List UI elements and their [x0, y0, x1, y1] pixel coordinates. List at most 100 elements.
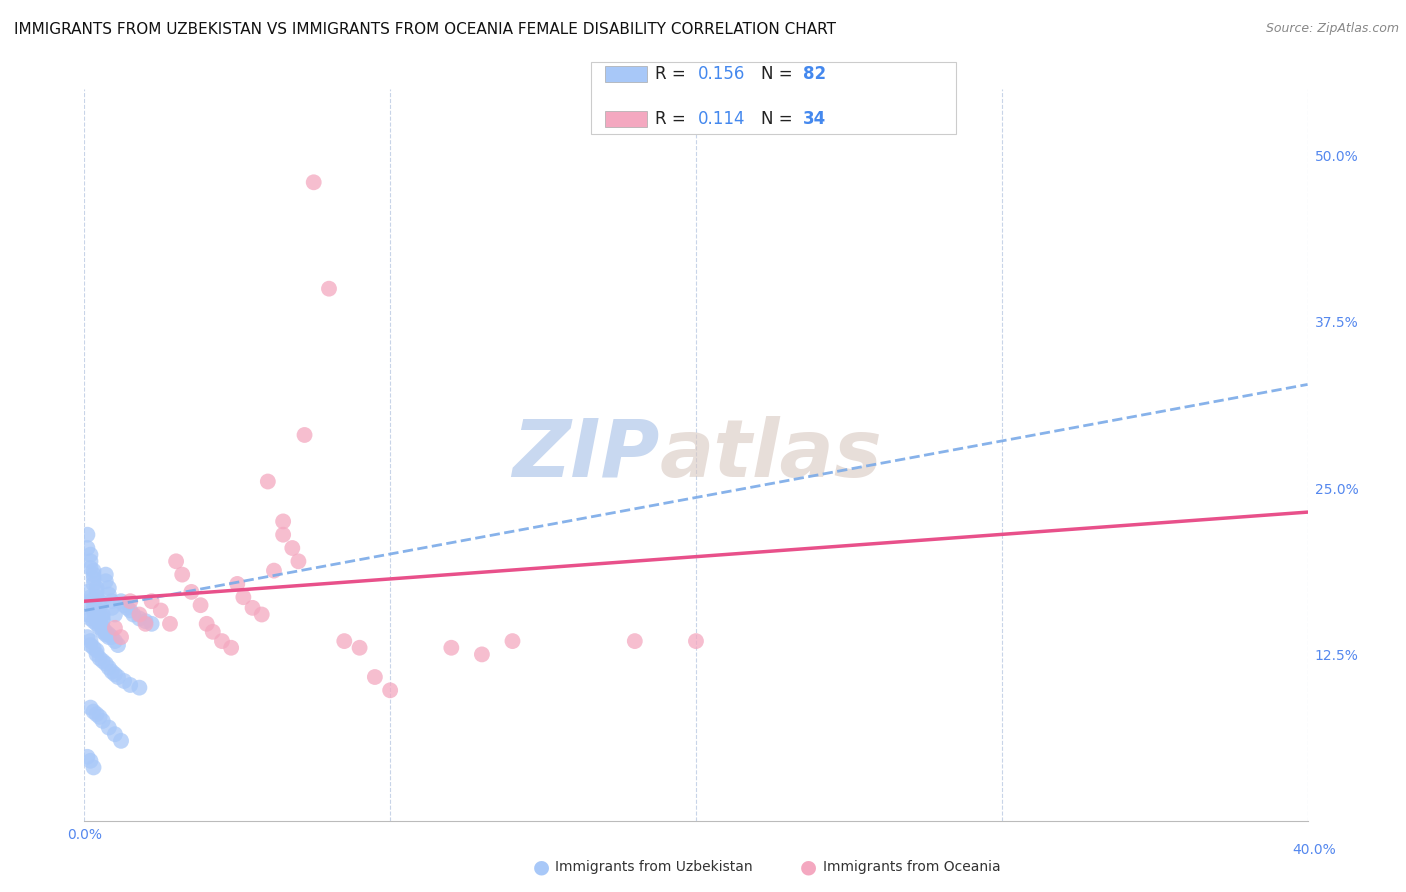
Text: 0.114: 0.114	[697, 110, 745, 128]
Point	[86, 616, 108, 631]
Point	[86, 648, 108, 662]
Point	[89, 603, 111, 617]
Point	[97, 630, 120, 644]
Point	[165, 554, 187, 568]
Point	[104, 607, 127, 622]
Point	[128, 611, 150, 625]
Point	[89, 621, 111, 635]
Point	[83, 705, 105, 719]
Point	[97, 581, 120, 595]
Point	[107, 670, 129, 684]
Point	[86, 607, 108, 622]
Point	[440, 640, 463, 655]
Point	[120, 594, 142, 608]
Point	[89, 614, 111, 628]
Point	[263, 564, 285, 578]
Point	[281, 541, 304, 555]
Point	[685, 634, 707, 648]
Point	[349, 640, 371, 655]
Point	[89, 594, 111, 608]
Point	[97, 627, 120, 641]
Text: R =: R =	[655, 110, 692, 128]
Text: Immigrants from Uzbekistan: Immigrants from Uzbekistan	[555, 860, 754, 874]
Point	[250, 607, 273, 622]
Point	[86, 591, 108, 605]
Point	[86, 611, 108, 625]
Point	[211, 634, 233, 648]
Point	[83, 614, 105, 628]
Point	[76, 585, 98, 599]
Point	[79, 591, 101, 605]
Point	[287, 554, 309, 568]
Point	[471, 648, 494, 662]
Point	[89, 598, 111, 612]
Point	[159, 616, 181, 631]
Point	[79, 548, 101, 562]
Point	[86, 707, 108, 722]
Point	[79, 634, 101, 648]
Point	[141, 616, 163, 631]
Point	[83, 572, 105, 586]
Point	[83, 640, 105, 655]
Point	[149, 603, 172, 617]
Point	[86, 581, 108, 595]
Point	[128, 607, 150, 622]
Point	[201, 624, 224, 639]
Point	[104, 727, 127, 741]
Point	[242, 600, 264, 615]
Text: ZIP: ZIP	[512, 416, 659, 494]
Point	[107, 638, 129, 652]
Point	[101, 594, 124, 608]
Text: Source: ZipAtlas.com: Source: ZipAtlas.com	[1265, 22, 1399, 36]
Point	[91, 621, 114, 635]
Point	[141, 594, 163, 608]
Point	[190, 598, 212, 612]
Point	[97, 721, 120, 735]
Point	[83, 577, 105, 591]
Point	[112, 673, 135, 688]
Point	[219, 640, 242, 655]
Point	[89, 710, 111, 724]
Point	[101, 630, 124, 644]
Point	[135, 616, 157, 631]
Point	[226, 577, 249, 591]
Text: N =: N =	[761, 110, 797, 128]
Point	[91, 607, 114, 622]
Point	[180, 585, 202, 599]
Point	[89, 616, 111, 631]
Text: ●: ●	[800, 857, 817, 877]
Point	[110, 630, 132, 644]
Point	[271, 527, 294, 541]
Point	[624, 634, 647, 648]
Point	[128, 681, 150, 695]
Point	[271, 515, 294, 529]
Point	[83, 567, 105, 582]
Point	[79, 554, 101, 568]
Point	[135, 614, 157, 628]
Point	[89, 651, 111, 665]
Text: ●: ●	[533, 857, 550, 877]
Point	[294, 428, 316, 442]
Point	[79, 754, 101, 768]
Point	[76, 630, 98, 644]
Text: Immigrants from Oceania: Immigrants from Oceania	[823, 860, 1000, 874]
Point	[257, 475, 280, 489]
Point	[83, 760, 105, 774]
Text: N =: N =	[761, 65, 797, 83]
Point	[115, 600, 138, 615]
Point	[76, 527, 98, 541]
Point	[380, 683, 402, 698]
Point	[302, 175, 325, 189]
Point	[94, 624, 117, 639]
Point	[364, 670, 387, 684]
Point	[83, 598, 105, 612]
Point	[79, 638, 101, 652]
Point	[91, 611, 114, 625]
Text: 34: 34	[803, 110, 827, 128]
Point	[86, 585, 108, 599]
Point	[502, 634, 524, 648]
Point	[104, 621, 127, 635]
Point	[110, 734, 132, 748]
Point	[104, 667, 127, 681]
Point	[83, 603, 105, 617]
